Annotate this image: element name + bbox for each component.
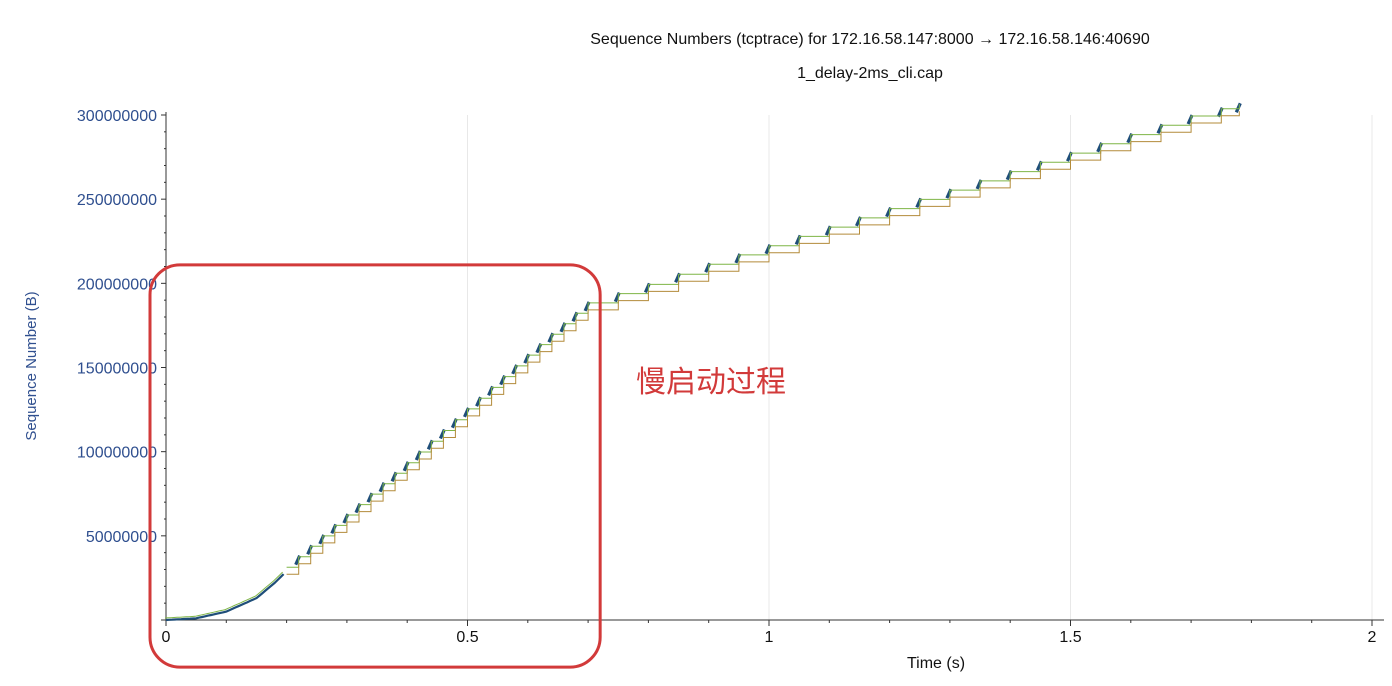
chart-subtitle: 1_delay-2ms_cli.cap — [797, 65, 943, 82]
series-line — [165, 573, 285, 622]
receive-window-steps — [286, 104, 1240, 568]
y-tick-label: 150000000 — [77, 361, 157, 378]
x-tick-label: 0.5 — [456, 629, 478, 646]
y-tick-label: 200000000 — [77, 276, 157, 293]
y-tick-label: 300000000 — [77, 108, 157, 125]
annotation-box — [148, 263, 602, 669]
x-ticks: 0 0.5 1 1.5 2 — [162, 620, 1377, 646]
y-tick-label: 250000000 — [77, 192, 157, 209]
x-tick-label: 0 — [162, 629, 171, 646]
y-tick-label: 50000000 — [86, 529, 157, 546]
grid — [467, 115, 1373, 620]
x-axis-label: Time (s) — [907, 655, 965, 672]
ack-steps — [286, 111, 1240, 575]
x-tick-label: 1 — [765, 629, 774, 646]
x-tick-label: 2 — [1368, 629, 1377, 646]
y-ticks: 50000000 100000000 150000000 200000000 25000… — [77, 108, 166, 621]
annotation-text: 慢启动过程 — [636, 365, 786, 400]
y-tick-label: 100000000 — [77, 445, 157, 462]
series-layer — [164, 102, 1242, 622]
receive-window-line — [164, 571, 283, 619]
x-tick-label: 1.5 — [1059, 629, 1081, 646]
chart-title: Sequence Numbers (tcptrace) for 172.16.5… — [590, 31, 1150, 48]
y-axis-label: Sequence Number (B) — [23, 291, 40, 440]
